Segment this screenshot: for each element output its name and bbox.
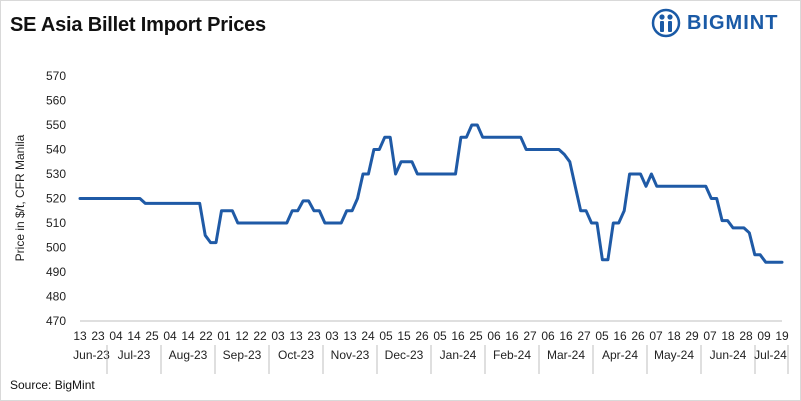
x-day-label: 29 — [685, 329, 699, 343]
x-month-label: Mar-24 — [547, 348, 585, 362]
x-day-label: 16 — [505, 329, 519, 343]
x-day-label: 14 — [127, 329, 141, 343]
y-tick-label: 470 — [46, 314, 66, 328]
x-day-label: 16 — [451, 329, 465, 343]
x-day-label: 25 — [145, 329, 159, 343]
x-axis-day-ticks: 13 23 04 14 25 04 14 22 01 12 22 03 13 23 03 13 24 05 15 26… — [73, 329, 789, 343]
y-tick-label: 520 — [46, 192, 66, 206]
x-month-label: Jun-24 — [710, 348, 747, 362]
x-day-label: 22 — [253, 329, 267, 343]
x-day-label: 22 — [199, 329, 213, 343]
x-day-label: 05 — [379, 329, 393, 343]
x-day-label: 16 — [559, 329, 573, 343]
x-day-label: 28 — [739, 329, 753, 343]
x-day-label: 09 — [757, 329, 771, 343]
x-day-label: 05 — [433, 329, 447, 343]
x-day-label: 06 — [487, 329, 501, 343]
x-day-label: 07 — [649, 329, 663, 343]
x-month-label: Sep-23 — [223, 348, 262, 362]
x-month-label: Jul-24 — [754, 348, 787, 362]
x-month-label: Nov-23 — [331, 348, 370, 362]
x-month-label: Jun-23 — [73, 348, 110, 362]
x-day-label: 12 — [235, 329, 249, 343]
y-tick-label: 480 — [46, 290, 66, 304]
x-month-label: Jul-23 — [118, 348, 151, 362]
x-month-label: Oct-23 — [278, 348, 314, 362]
bigmint-logo-icon — [651, 8, 681, 38]
x-day-label: 26 — [415, 329, 429, 343]
y-tick-label: 550 — [46, 118, 66, 132]
x-day-label: 27 — [523, 329, 537, 343]
bigmint-logo-text: BIGMINT — [687, 12, 779, 34]
x-month-label: May-24 — [654, 348, 694, 362]
x-day-label: 01 — [217, 329, 231, 343]
y-tick-label: 500 — [46, 241, 66, 255]
x-axis-month-ticks: Jun-23 Jul-23 Aug-23 Sep-23 Oct-23 Nov-23 Dec-… — [73, 345, 789, 374]
x-day-label: 05 — [595, 329, 609, 343]
x-day-label: 23 — [91, 329, 105, 343]
y-tick-label: 560 — [46, 94, 66, 108]
y-tick-label: 570 — [46, 69, 66, 83]
x-day-label: 13 — [343, 329, 357, 343]
x-day-label: 16 — [613, 329, 627, 343]
x-month-label: Apr-24 — [602, 348, 638, 362]
x-day-label: 23 — [307, 329, 321, 343]
x-day-label: 25 — [469, 329, 483, 343]
y-axis-ticks: 470 480 490 500 510 520 530 540 550 560 570 — [46, 69, 66, 328]
x-month-label: Jan-24 — [440, 348, 477, 362]
x-day-label: 06 — [541, 329, 555, 343]
x-day-label: 04 — [163, 329, 177, 343]
x-day-label: 13 — [73, 329, 87, 343]
x-day-label: 14 — [181, 329, 195, 343]
y-tick-label: 510 — [46, 216, 66, 230]
x-day-label: 27 — [577, 329, 591, 343]
bigmint-logo: BIGMINT — [651, 8, 791, 38]
x-month-label: Feb-24 — [493, 348, 531, 362]
source-note: Source: BigMint — [10, 378, 95, 392]
y-tick-label: 540 — [46, 143, 66, 157]
x-month-label: Dec-23 — [385, 348, 424, 362]
x-month-label: Aug-23 — [169, 348, 208, 362]
x-day-label: 13 — [289, 329, 303, 343]
x-day-label: 18 — [721, 329, 735, 343]
chart-title: SE Asia Billet Import Prices — [10, 14, 266, 36]
y-tick-label: 530 — [46, 167, 66, 181]
y-axis-label: Price in $/t, CFR Manila — [13, 134, 27, 261]
x-day-label: 24 — [361, 329, 375, 343]
x-day-label: 15 — [397, 329, 411, 343]
x-day-label: 18 — [667, 329, 681, 343]
y-tick-label: 490 — [46, 265, 66, 279]
x-day-label: 04 — [109, 329, 123, 343]
x-day-label: 26 — [631, 329, 645, 343]
price-series-line — [78, 123, 784, 264]
x-day-label: 03 — [325, 329, 339, 343]
x-day-label: 07 — [703, 329, 717, 343]
x-day-label: 03 — [271, 329, 285, 343]
x-day-label: 19 — [775, 329, 789, 343]
